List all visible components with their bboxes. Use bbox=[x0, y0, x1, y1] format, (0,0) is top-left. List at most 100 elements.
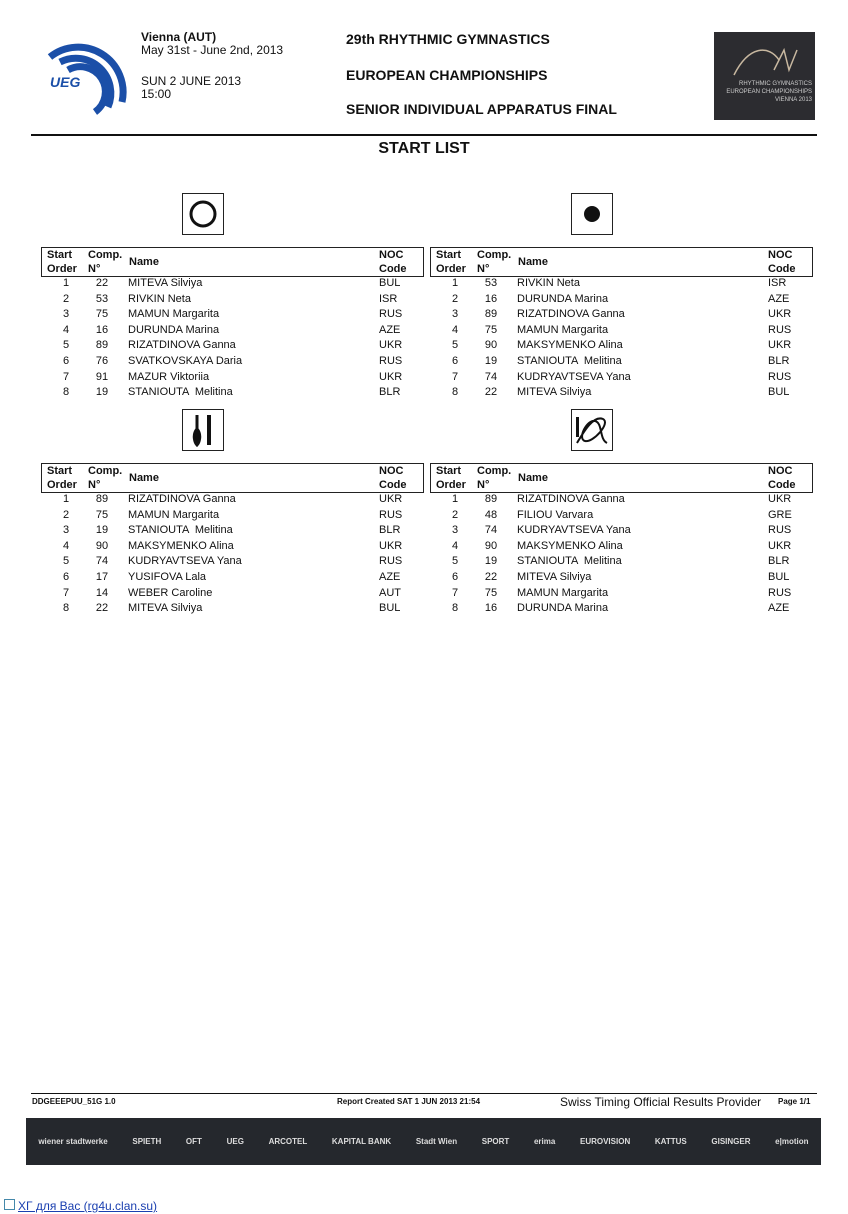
start-order: 2 bbox=[62, 292, 70, 305]
noc-code: UKR bbox=[379, 339, 403, 352]
table-header: Start Order Comp. N° Name NOC Code bbox=[41, 463, 424, 493]
table-row: 6 76 SVATKOVSKAYA Daria RUS bbox=[41, 354, 424, 369]
gymnast-name: MAMUN Margarita bbox=[517, 586, 609, 599]
noc-code: UKR bbox=[768, 493, 792, 505]
table-row: 7 74 KUDRYAVTSEVA Yana RUS bbox=[430, 370, 813, 385]
table-row: 2 48 FILIOU Varvara GRE bbox=[430, 508, 813, 523]
start-order: 1 bbox=[451, 493, 459, 505]
table-row: 1 22 MITEVA Silviya BUL bbox=[41, 276, 424, 291]
gymnast-name: KUDRYAVTSEVA Yana bbox=[128, 555, 242, 568]
gymnast-name: KUDRYAVTSEVA Yana bbox=[517, 524, 631, 537]
table-row: 6 19 STANIOUTA Melitina BLR bbox=[430, 354, 813, 369]
noc-code: AZE bbox=[379, 571, 401, 583]
start-order: 6 bbox=[62, 571, 70, 583]
comp-number: 89 bbox=[484, 308, 498, 321]
comp-number: 74 bbox=[484, 370, 498, 383]
start-order: 5 bbox=[62, 555, 70, 568]
col-start-order: Start Order bbox=[47, 465, 77, 491]
comp-number: 19 bbox=[95, 524, 109, 537]
table-row: 8 22 MITEVA Silviya BUL bbox=[41, 601, 424, 616]
noc-code: ISR bbox=[379, 292, 398, 305]
gymnast-name: MITEVA Silviya bbox=[128, 602, 203, 615]
comp-number: 19 bbox=[484, 355, 498, 367]
start-order: 1 bbox=[62, 493, 70, 505]
table-row: 4 75 MAMUN Margarita RUS bbox=[430, 323, 813, 338]
noc-code: BLR bbox=[379, 524, 401, 537]
start-order: 2 bbox=[62, 508, 70, 521]
noc-code: BLR bbox=[768, 355, 790, 367]
comp-number: 74 bbox=[95, 555, 109, 568]
hoop-icon bbox=[182, 193, 224, 235]
comp-number: 74 bbox=[484, 524, 498, 537]
table-header: Start Order Comp. N° Name NOC Code bbox=[430, 463, 813, 493]
noc-code: RUS bbox=[379, 308, 403, 321]
comp-number: 16 bbox=[95, 323, 109, 336]
start-order: 3 bbox=[62, 524, 70, 537]
start-order: 8 bbox=[62, 602, 70, 615]
start-order: 3 bbox=[62, 308, 70, 321]
dates: May 31st - June 2nd, 2013 bbox=[141, 43, 284, 57]
table-row: 3 75 MAMUN Margarita RUS bbox=[41, 307, 424, 322]
start-order: 3 bbox=[451, 308, 459, 321]
comp-number: 16 bbox=[484, 602, 498, 615]
start-order: 4 bbox=[451, 323, 459, 336]
table-row: 8 19 STANIOUTA Melitina BLR bbox=[41, 385, 424, 400]
provider: Swiss Timing Official Results Provider bbox=[560, 1095, 762, 1109]
comp-number: 48 bbox=[484, 508, 498, 521]
col-noc-code: NOC Code bbox=[768, 465, 796, 491]
noc-code: AUT bbox=[379, 586, 401, 599]
col-comp-no: Comp. N° bbox=[88, 249, 123, 275]
gymnast-name: MAMUN Margarita bbox=[128, 308, 220, 321]
gymnast-name: STANIOUTA Melitina bbox=[517, 355, 622, 367]
start-order: 7 bbox=[62, 370, 70, 383]
table-row: 2 53 RIVKIN Neta ISR bbox=[41, 292, 424, 307]
start-order: 3 bbox=[451, 524, 459, 537]
clubs-icon bbox=[182, 409, 224, 451]
title-line-1: 29th RHYTHMIC GYMNASTICS bbox=[346, 31, 550, 47]
start-order: 7 bbox=[62, 586, 70, 599]
sponsor-logo: ARCOTEL bbox=[268, 1137, 308, 1146]
comp-number: 16 bbox=[484, 292, 498, 305]
table-header: Start Order Comp. N° Name NOC Code bbox=[430, 247, 813, 277]
comp-number: 89 bbox=[484, 493, 498, 505]
start-order: 6 bbox=[451, 571, 459, 583]
start-order: 4 bbox=[451, 539, 459, 552]
noc-code: ISR bbox=[768, 277, 787, 289]
gymnast-name: DURUNDA Marina bbox=[517, 602, 609, 615]
start-order: 4 bbox=[62, 323, 70, 336]
site-link[interactable]: ХГ для Вас (rg4u.clan.su) bbox=[4, 1199, 157, 1213]
table-row: 3 74 KUDRYAVTSEVA Yana RUS bbox=[430, 523, 813, 538]
gymnast-name: RIZATDINOVA Ganna bbox=[128, 339, 236, 352]
table-row: 1 89 RIZATDINOVA Ganna UKR bbox=[430, 492, 813, 507]
svg-text:UEG: UEG bbox=[50, 74, 80, 90]
table-row: 5 19 STANIOUTA Melitina BLR bbox=[430, 554, 813, 569]
sponsor-logo: KAPITAL BANK bbox=[331, 1137, 392, 1146]
comp-number: 75 bbox=[484, 323, 498, 336]
comp-number: 90 bbox=[95, 539, 109, 552]
table-row: 7 91 MAZUR Viktoriia UKR bbox=[41, 370, 424, 385]
col-name: Name bbox=[518, 256, 548, 268]
start-order: 6 bbox=[62, 355, 70, 367]
table-row: 3 19 STANIOUTA Melitina BLR bbox=[41, 523, 424, 538]
gymnast-name: MAMUN Margarita bbox=[517, 323, 609, 336]
sponsor-logo: OFT bbox=[185, 1137, 202, 1146]
table-row: 6 17 YUSIFOVA Lala AZE bbox=[41, 570, 424, 585]
gymnast-name: RIZATDINOVA Ganna bbox=[128, 493, 236, 505]
col-noc-code: NOC Code bbox=[768, 249, 796, 275]
doc-code: DDGEEEPUU_51G 1.0 bbox=[32, 1097, 116, 1106]
title-line-3: SENIOR INDIVIDUAL APPARATUS FINAL bbox=[346, 101, 617, 117]
noc-code: BUL bbox=[379, 602, 401, 615]
noc-code: AZE bbox=[768, 602, 790, 615]
col-start-order: Start Order bbox=[436, 465, 466, 491]
gymnast-name: MITEVA Silviya bbox=[128, 277, 203, 289]
col-noc-code: NOC Code bbox=[379, 249, 407, 275]
sponsor-logo: e|motion bbox=[775, 1137, 809, 1146]
start-order: 1 bbox=[62, 277, 70, 289]
gymnast-name: DURUNDA Marina bbox=[517, 292, 609, 305]
col-comp-no: Comp. N° bbox=[477, 249, 512, 275]
gymnast-name: WEBER Caroline bbox=[128, 586, 213, 599]
gymnast-name: MAZUR Viktoriia bbox=[128, 370, 210, 383]
table-row: 7 75 MAMUN Margarita RUS bbox=[430, 586, 813, 601]
sponsor-banner: wiener stadtwerke SPIETH OFT UEG ARCOTEL KAPI… bbox=[26, 1118, 821, 1165]
comp-number: 91 bbox=[95, 370, 109, 383]
